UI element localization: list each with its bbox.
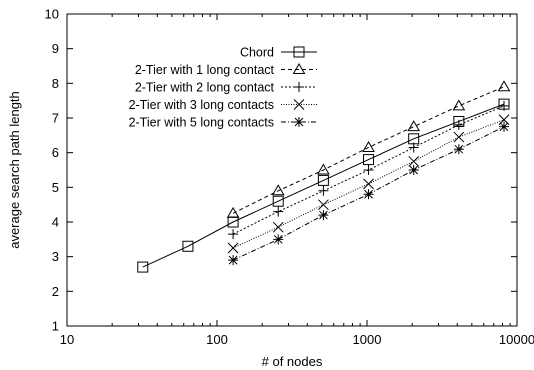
legend-entry: 2-Tier with 1 long contact [135,63,317,77]
data-point [273,206,284,217]
legend-entry: 2-Tier with 3 long contacts [129,98,317,112]
legend-entry: 2-Tier with 2 long contact [135,81,317,95]
data-point [452,99,466,111]
data-point [137,261,149,273]
legend-entry: Chord [240,46,317,60]
legend: Chord 2-Tier with 1 long contact 2-Tier wi… [129,46,317,130]
series-2 [226,80,511,218]
data-point [272,221,284,233]
data-point [363,189,374,200]
data-point [363,165,374,175]
data-point [318,185,329,196]
data-point [182,240,194,252]
legend-entry: 2-Tier with 5 long contacts [129,116,317,130]
data-point [318,199,329,211]
y-axis-label: average search path length [7,91,22,249]
data-point [228,229,239,240]
data-point [499,100,510,111]
data-point [408,155,420,167]
data-point [408,142,419,153]
x-axis-label: # of nodes [262,354,323,369]
series-3 [228,100,510,240]
data-point [363,178,374,190]
data-point [453,119,464,130]
legend-label: 2-Tier with 2 long contact [135,81,275,95]
data-point [497,80,511,92]
y-tick-label: 2 [52,284,59,299]
plot-frame [66,13,518,327]
x-tick-label: 10000 [499,332,534,347]
legend-marker [293,99,305,110]
y-tick-label: 7 [52,111,59,126]
data-point [228,255,239,266]
legend-marker [294,117,304,127]
legend-label: 2-Tier with 5 long contacts [129,116,274,130]
data-point [227,242,239,254]
legend-marker [294,82,304,92]
data-point [226,206,240,218]
data-point [407,120,421,132]
y-tick-label: 3 [52,249,59,264]
legend-marker [292,63,306,74]
x-tick-label: 1000 [353,332,382,347]
data-point [499,121,510,132]
data-point [362,140,375,152]
data-point [317,174,329,186]
data-point [453,144,464,155]
x-tick-label: 10 [60,332,74,347]
data-point [453,131,465,143]
series-5 [228,121,510,266]
data-point [408,165,419,175]
x-tick-label: 100 [206,332,228,347]
y-tick-label: 10 [45,7,59,22]
y-tick-label: 1 [52,319,59,334]
series-line [232,86,505,214]
y-tick-label: 9 [52,41,59,56]
y-tick-label: 4 [52,215,59,230]
data-point [318,210,329,221]
data-point [272,195,284,207]
data-point [317,163,330,175]
data-point [273,234,284,245]
data-point [363,154,375,166]
legend-label: 2-Tier with 3 long contacts [129,98,274,112]
data-point [271,184,285,196]
legend-label: Chord [240,46,274,60]
y-tick-label: 6 [52,145,59,160]
series-line [142,103,505,268]
y-tick-label: 8 [52,76,59,91]
legend-label: 2-Tier with 1 long contact [135,63,275,77]
y-tick-label: 5 [52,180,59,195]
series-4 [227,114,510,254]
legend-marker [293,46,305,58]
